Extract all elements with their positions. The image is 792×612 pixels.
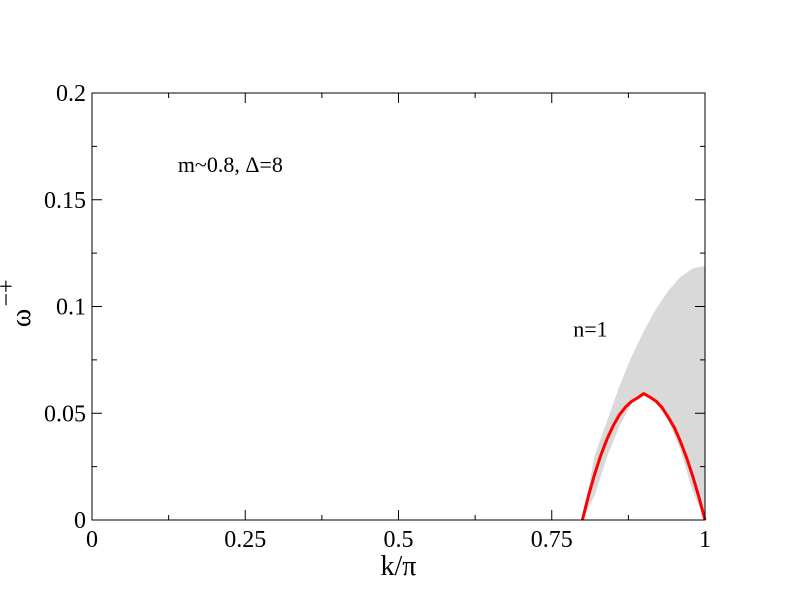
y-axis-label: ω	[6, 309, 37, 327]
annotation-text: m~0.8, Δ=8	[178, 152, 283, 177]
annotation-layer: m~0.8, Δ=8 n=1	[178, 152, 608, 341]
y-tick-label: 0	[74, 508, 86, 534]
series-line	[580, 392, 707, 521]
x-tick-label: 0.5	[384, 527, 414, 553]
tick-layer	[91, 92, 706, 521]
x-tick-label: 0.75	[531, 527, 573, 553]
y-tick-label: 0.15	[44, 188, 86, 214]
y-tick-label: 0.05	[44, 401, 86, 427]
y-axis-label-group: ω −+	[0, 279, 37, 327]
x-tick-label: 0	[86, 527, 98, 553]
y-tick-label: 0.1	[56, 295, 86, 321]
line-layer	[580, 392, 707, 521]
tick-label-layer: 0 0.25 0.5 0.75 1 0 0.05 0.1 0.15 0.2	[44, 81, 711, 553]
x-tick-label: 1	[699, 527, 711, 553]
x-tick-label: 0.25	[224, 527, 266, 553]
x-axis-label: k/π	[381, 551, 417, 582]
y-tick-label: 0.2	[56, 81, 86, 107]
y-axis-label-superscript: −+	[0, 279, 20, 306]
annotation-text: n=1	[573, 316, 607, 341]
